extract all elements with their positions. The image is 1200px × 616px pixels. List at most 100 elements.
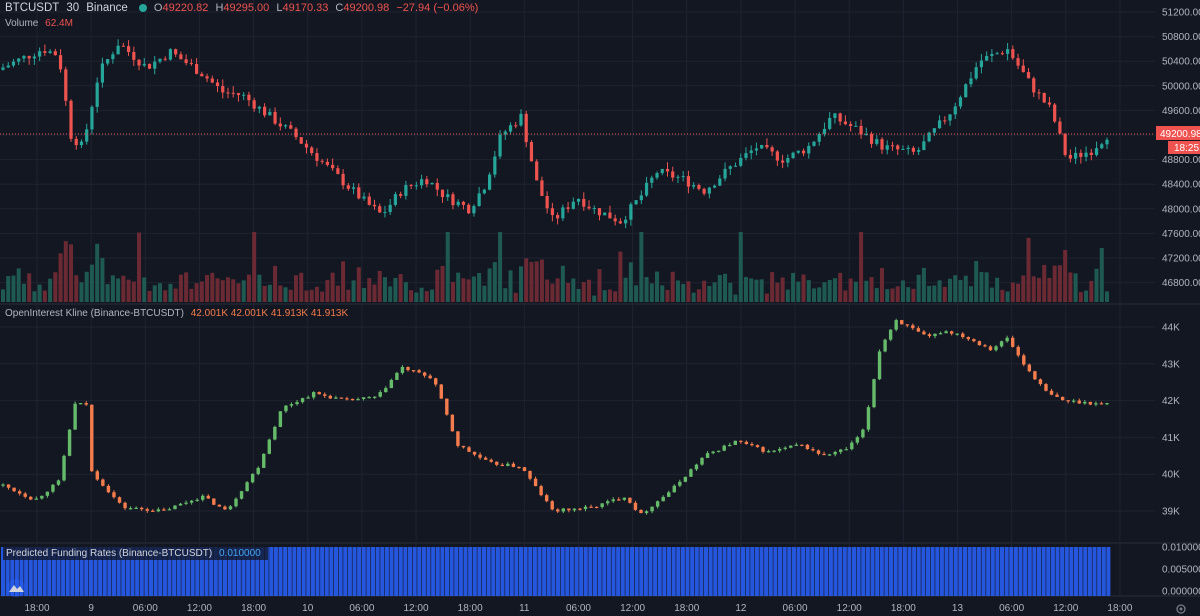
price-candle (6, 62, 10, 68)
interval[interactable]: 30 (66, 2, 80, 14)
price-candle (545, 191, 549, 214)
volume-bar (116, 278, 121, 302)
volume-bar (471, 276, 476, 302)
price-candle (937, 115, 942, 129)
price-candle (142, 57, 146, 68)
volume-bar (121, 275, 126, 302)
oi-candle (395, 371, 399, 381)
funding-bar (602, 547, 607, 596)
price-candle (325, 158, 329, 167)
price-candle (765, 138, 769, 150)
price-candle (315, 148, 319, 167)
volume-bar (675, 280, 680, 302)
oi-candle (1094, 401, 1098, 407)
oi-candle (1027, 363, 1032, 373)
volume-label[interactable]: Volume (5, 18, 39, 29)
price-candle (74, 136, 78, 150)
volume-bar (686, 281, 691, 302)
oi-candle (278, 411, 283, 428)
volume-bar (79, 282, 84, 302)
funding-bar (879, 547, 884, 596)
oi-candle (428, 373, 432, 380)
oi-label[interactable]: OpenInterest Kline (Binance-BTCUSDT) (5, 308, 184, 319)
volume-bar (1078, 292, 1083, 302)
funding-bar (158, 547, 163, 596)
volume-bar (388, 286, 393, 302)
price-tick-label: 46800.00 (1162, 278, 1200, 289)
price-candle (304, 139, 309, 154)
volume-bar (393, 278, 398, 302)
funding-bar (144, 547, 149, 596)
oi-tick-label: 40K (1162, 470, 1180, 481)
funding-tick-label: 0.010000 (1162, 543, 1200, 554)
volume-bar (131, 281, 136, 302)
oi-candle (972, 338, 976, 343)
price-candle (493, 150, 497, 178)
logo-icon[interactable] (7, 579, 25, 597)
price-candle (953, 102, 957, 119)
funding-bar (1064, 547, 1069, 596)
funding-value: 0.010000 (218, 548, 261, 559)
oi-candle (949, 330, 954, 336)
oi-candle (84, 401, 88, 406)
funding-bar (232, 547, 237, 596)
oi-candle (67, 429, 72, 457)
price-tick-label: 50400.00 (1162, 57, 1200, 68)
settings-gear-icon[interactable] (1176, 604, 1186, 614)
volume-bar (142, 277, 147, 302)
volume-bar (691, 292, 696, 302)
price-candle (943, 116, 947, 125)
market-status-icon (138, 4, 147, 12)
oi-candle (550, 500, 554, 511)
volume-bar (607, 289, 612, 302)
price-candle (697, 183, 701, 191)
price-candle (1100, 142, 1104, 150)
oi-candle (777, 447, 782, 453)
funding-bar (750, 547, 755, 596)
price-candle (467, 203, 471, 215)
funding-bar (236, 547, 241, 596)
funding-bar (463, 547, 468, 596)
volume-bar (100, 258, 105, 302)
funding-label[interactable]: Predicted Funding Rates (Binance-BTCUSDT… (6, 548, 213, 559)
price-tick-label: 48000.00 (1162, 204, 1200, 215)
price-candle (864, 127, 868, 136)
funding-bar (741, 547, 746, 596)
oi-candle (789, 445, 793, 449)
price-candle (1105, 137, 1109, 149)
volume-bar (492, 262, 497, 302)
funding-bar (135, 547, 140, 596)
price-candle (739, 153, 743, 168)
oi-candle (783, 446, 787, 451)
price-candles (1, 39, 1109, 229)
volume-bar (184, 272, 189, 302)
funding-bar (949, 547, 954, 596)
price-candle (158, 58, 162, 64)
funding-bar (611, 547, 616, 596)
volume-bar (241, 280, 246, 302)
price-candle (880, 137, 884, 154)
oi-candle (739, 440, 743, 444)
price-candle (514, 121, 518, 129)
oi-candle (29, 496, 33, 501)
x-tick-label: 18:00 (24, 603, 49, 614)
funding-bar (713, 547, 718, 596)
volume-bar (759, 279, 764, 302)
volume-bar (450, 281, 455, 302)
volume-bar (911, 288, 916, 302)
oi-candle (794, 442, 799, 446)
funding-bar (1013, 547, 1018, 596)
volume-bar (1042, 264, 1047, 302)
price-candle (859, 119, 863, 139)
funding-bar (42, 547, 47, 596)
symbol-header: BTCUSDT 30 Binance O49220.82 H49295.00 L… (5, 2, 482, 14)
oi-candle (151, 509, 155, 512)
price-candle (58, 49, 63, 73)
volume-bar (838, 272, 843, 302)
x-tick-label: 18:00 (891, 603, 916, 614)
price-candle (587, 200, 591, 211)
price-candle (911, 146, 916, 155)
symbol-name[interactable]: BTCUSDT (5, 2, 60, 14)
price-candle (111, 51, 115, 64)
oi-candle (689, 468, 693, 477)
